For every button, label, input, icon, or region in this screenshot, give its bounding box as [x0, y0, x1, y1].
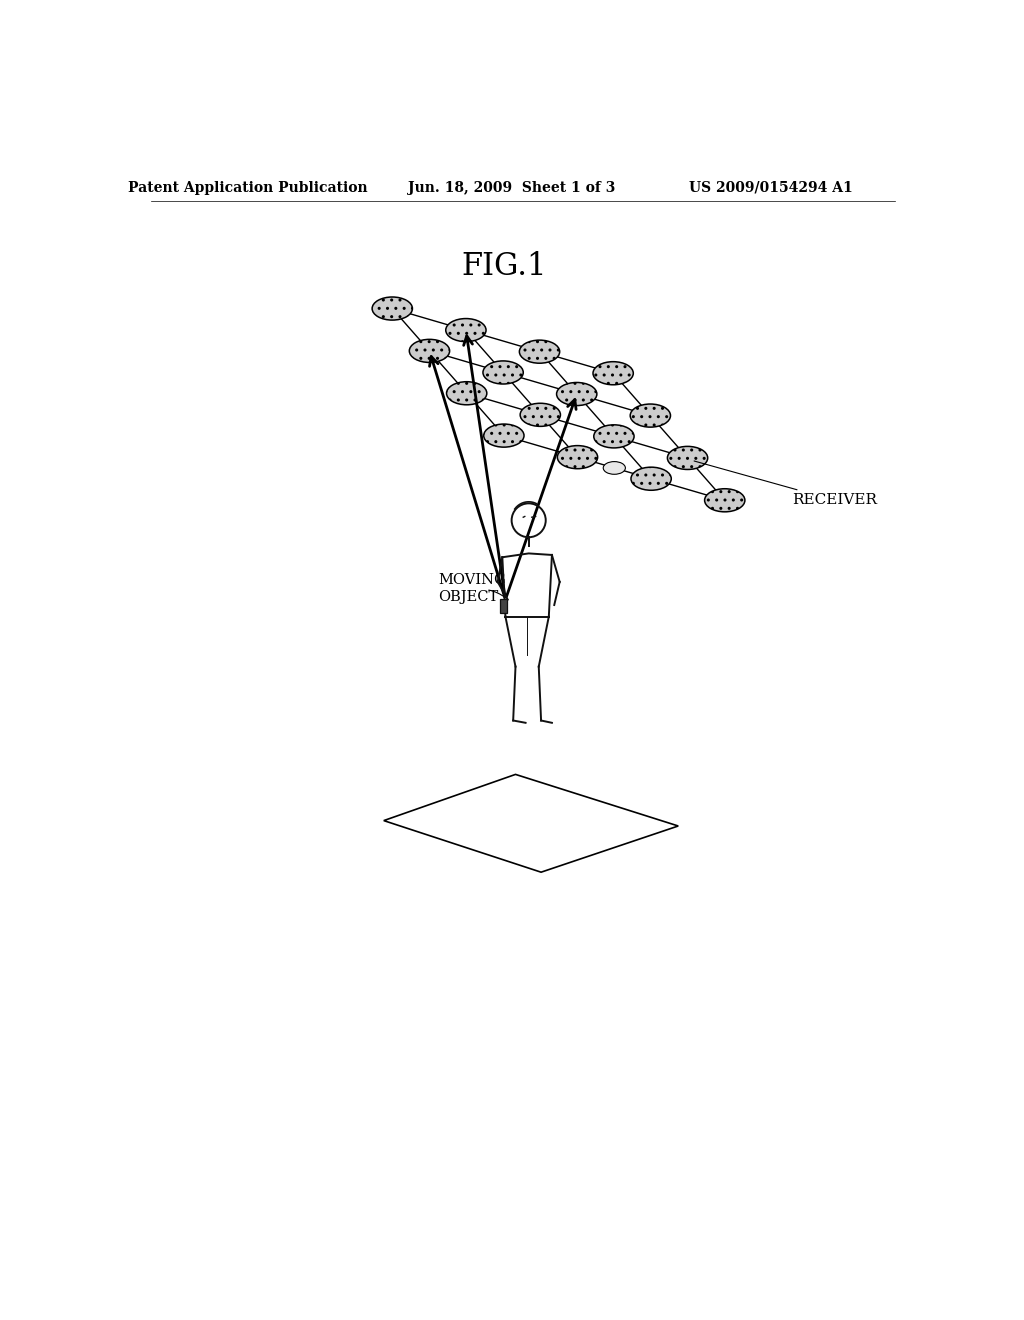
- Ellipse shape: [483, 424, 524, 447]
- Ellipse shape: [483, 360, 523, 384]
- Text: MOVING: MOVING: [438, 573, 506, 586]
- Ellipse shape: [372, 297, 413, 321]
- Ellipse shape: [603, 462, 626, 474]
- Bar: [501, 599, 507, 612]
- Ellipse shape: [446, 381, 486, 405]
- Ellipse shape: [594, 425, 634, 447]
- Text: Jun. 18, 2009  Sheet 1 of 3: Jun. 18, 2009 Sheet 1 of 3: [408, 181, 615, 194]
- Text: RECEIVER: RECEIVER: [694, 461, 878, 507]
- Text: OBJECT: OBJECT: [438, 590, 499, 603]
- Ellipse shape: [557, 383, 597, 405]
- Ellipse shape: [410, 339, 450, 363]
- Text: FIG.1: FIG.1: [461, 251, 547, 281]
- Ellipse shape: [668, 446, 708, 470]
- Ellipse shape: [705, 488, 744, 512]
- Ellipse shape: [519, 341, 560, 363]
- Ellipse shape: [630, 404, 671, 428]
- Text: US 2009/0154294 A1: US 2009/0154294 A1: [689, 181, 853, 194]
- Ellipse shape: [520, 404, 560, 426]
- Ellipse shape: [557, 446, 598, 469]
- Ellipse shape: [631, 467, 672, 490]
- Ellipse shape: [445, 318, 486, 342]
- Text: Patent Application Publication: Patent Application Publication: [128, 181, 368, 194]
- Ellipse shape: [593, 362, 633, 385]
